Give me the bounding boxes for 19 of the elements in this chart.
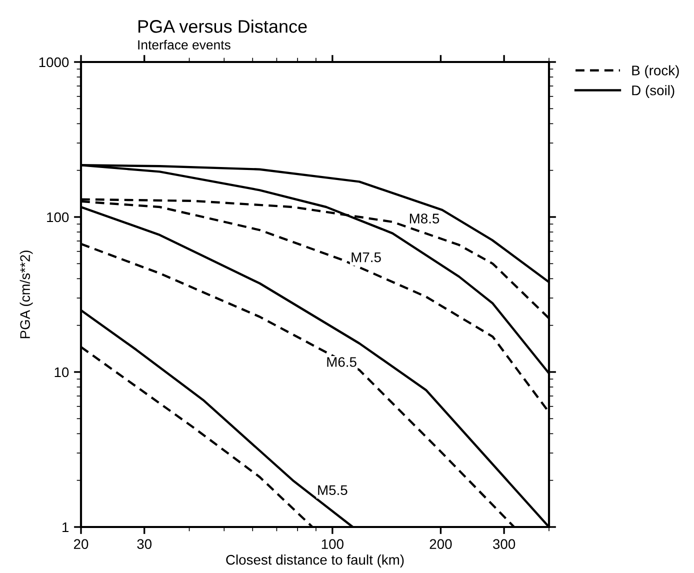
y-tick-label: 10 — [54, 367, 69, 378]
y-tick-label: 1000 — [39, 57, 69, 68]
y-axis-title: PGA (cm/s**2) — [20, 250, 33, 338]
x-tick-label: 20 — [74, 539, 88, 550]
chart-title: PGA versus Distance — [138, 20, 307, 33]
x-tick-label: 300 — [493, 539, 516, 550]
x-tick-label: 200 — [430, 539, 452, 550]
annotation: M7.5 — [352, 252, 381, 262]
annotation: M8.5 — [410, 214, 440, 224]
x-axis-title: Closest distance to fault (km) — [226, 554, 404, 568]
legend-label: B (rock) — [632, 65, 679, 78]
y-tick-label: 100 — [47, 212, 69, 222]
x-tick-label: 100 — [322, 539, 344, 550]
chart-subtitle: Interface events — [138, 40, 230, 50]
legend-label: D (soil) — [632, 85, 674, 98]
y-tick-label: 1 — [62, 522, 69, 532]
annotation: M5.5 — [318, 485, 348, 496]
x-tick-label: 30 — [137, 539, 152, 550]
annotation: M6.5 — [327, 357, 356, 367]
